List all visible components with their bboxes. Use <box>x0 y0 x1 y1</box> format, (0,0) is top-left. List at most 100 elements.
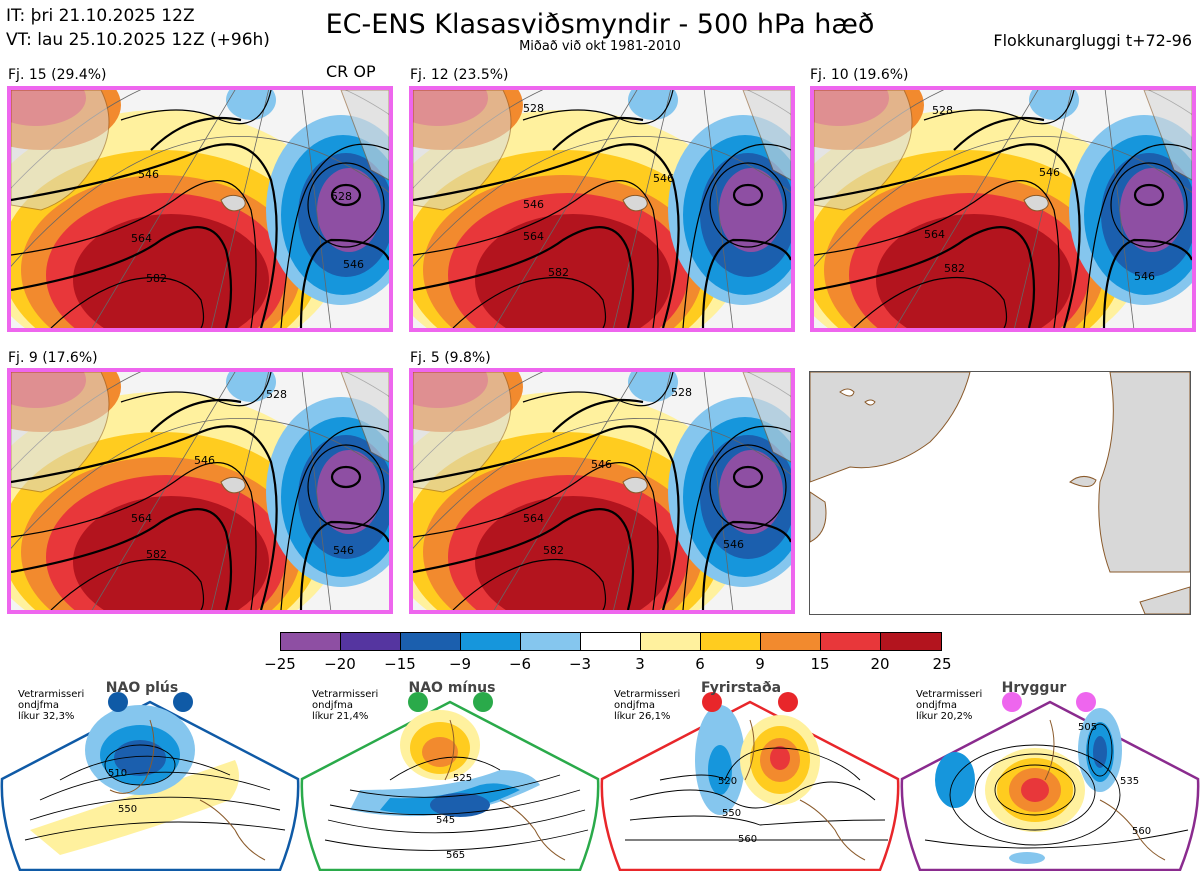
regime-months: ondjfma <box>312 700 353 711</box>
colorbar-swatch-2 <box>340 632 401 651</box>
colorbar-swatch-9 <box>760 632 821 651</box>
regime-blocking-map: 520 550 560 <box>600 700 900 872</box>
regime-contour-label: 565 <box>446 850 465 861</box>
contour-label-528: 528 <box>523 102 544 115</box>
colorbar-swatch-4 <box>460 632 521 651</box>
regime-blocking-info: Vetrarmisseri ondjfma líkur 26,1% <box>614 689 680 722</box>
colorbar-swatch-5 <box>520 632 581 651</box>
regime-probability: líkur 20,2% <box>916 711 973 722</box>
contour-label-564: 564 <box>924 228 945 241</box>
contour-label-546-east: 546 <box>1134 270 1155 283</box>
regime-blocking-title: Fyrirstaða <box>700 680 782 696</box>
regime-probability: líkur 32,3% <box>18 711 75 722</box>
contour-label-528: 528 <box>932 104 953 117</box>
regime-ridge-title: Hryggur <box>1001 680 1067 696</box>
regime-contour-label: 550 <box>722 808 741 819</box>
colorbar-swatch-10 <box>820 632 881 651</box>
colorbar-tick: −6 <box>508 655 532 673</box>
contour-label-546: 546 <box>138 168 159 181</box>
empty-map-graphic <box>810 372 1190 614</box>
colorbar-swatch-7 <box>640 632 701 651</box>
colorbar-tick: −9 <box>448 655 472 673</box>
contour-label-564: 564 <box>523 230 544 243</box>
regime-nao-plus-dots <box>108 692 193 712</box>
empty-cluster-map <box>809 371 1191 615</box>
regime-probability: líkur 26,1% <box>614 711 671 722</box>
regime-nao-minus-title: NAO mínus <box>408 680 496 696</box>
regime-months: ondjfma <box>916 700 957 711</box>
contour-label-546: 546 <box>591 458 612 471</box>
colorbar-swatch-11 <box>880 632 942 651</box>
regime-contour-label: 505 <box>1078 722 1097 733</box>
contour-label-546-east: 546 <box>333 544 354 557</box>
cluster-map-5-graphic: 528 546 564 582 546 <box>413 372 791 610</box>
contour-label-582: 582 <box>146 272 167 285</box>
panel-1-label: Fj. 15 (29.4%) <box>8 67 107 83</box>
regime-contour-label: 545 <box>436 815 455 826</box>
regime-contour-label: 520 <box>718 776 737 787</box>
regime-nao-minus: 525 545 565 <box>300 680 600 872</box>
regime-nao-plus-map: 510 550 <box>0 700 300 872</box>
vt-time-label: VT: lau 25.10.2025 12Z (+96h) <box>6 30 270 50</box>
panel-5-label: Fj. 5 (9.8%) <box>410 350 491 366</box>
cluster-map-3-graphic: 528 546 564 582 546 <box>814 90 1192 328</box>
regime-contour-label: 560 <box>1132 826 1151 837</box>
regime-season: Vetrarmisseri <box>614 689 681 700</box>
regime-ridge: 505 535 560 <box>900 680 1200 872</box>
regime-contour-label: 525 <box>453 773 472 784</box>
colorbar-tick: 20 <box>870 655 890 673</box>
colorbar-swatch-3 <box>400 632 461 651</box>
regime-months: ondjfma <box>614 700 655 711</box>
cluster-map-1-graphic: 546 564 582 528 546 <box>11 90 389 328</box>
page-title: EC-ENS Klasasviðsmyndir - 500 hPa hæð <box>325 9 875 40</box>
panel-1-tag: CR OP <box>326 62 376 81</box>
cluster-map-5: 528 546 564 582 546 <box>409 368 795 614</box>
regime-blocking: 520 550 560 <box>600 680 900 872</box>
colorbar-tick: −3 <box>568 655 592 673</box>
contour-label-546: 546 <box>194 454 215 467</box>
contour-label-546: 546 <box>523 198 544 211</box>
cluster-map-2: 528 546 564 582 546 <box>409 86 795 332</box>
contour-label-528: 528 <box>331 190 352 203</box>
contour-label-582: 582 <box>944 262 965 275</box>
it-time-label: IT: þri 21.10.2025 12Z <box>6 6 195 26</box>
regime-ridge-dots <box>1002 692 1096 712</box>
regime-nao-minus-info: Vetrarmisseri ondjfma líkur 21,4% <box>312 689 378 722</box>
contour-label-582: 582 <box>543 544 564 557</box>
classification-window-label: Flokkunargluggi t+72-96 <box>993 31 1192 50</box>
regime-nao-minus-dots <box>408 692 493 712</box>
panel-2-label: Fj. 12 (23.5%) <box>410 67 509 83</box>
colorbar-tick: 15 <box>810 655 830 673</box>
cluster-map-4-graphic: 528 546 564 582 546 <box>11 372 389 610</box>
colorbar-swatch-8 <box>700 632 761 651</box>
colorbar-tick: −20 <box>324 655 356 673</box>
regime-nao-plus: 510 550 <box>0 680 300 872</box>
contour-label-582: 582 <box>146 548 167 561</box>
page-subtitle: Miðað við okt 1981-2010 <box>519 39 681 54</box>
regime-nao-plus-title: NAO plús <box>105 680 179 696</box>
contour-label-528: 528 <box>266 388 287 401</box>
regime-ridge-info: Vetrarmisseri ondjfma líkur 20,2% <box>916 689 982 722</box>
regime-contour-label: 535 <box>1120 776 1139 787</box>
cluster-map-2-graphic: 528 546 564 582 546 <box>413 90 791 328</box>
cluster-map-3: 528 546 564 582 546 <box>810 86 1196 332</box>
contour-label-528: 528 <box>671 386 692 399</box>
regime-contour-label: 560 <box>738 834 757 845</box>
regime-season: Vetrarmisseri <box>312 689 379 700</box>
panel-4-label: Fj. 9 (17.6%) <box>8 350 98 366</box>
colorbar-swatch-6 <box>580 632 641 651</box>
regime-contour-label: 510 <box>108 768 127 779</box>
regime-contour-label: 550 <box>118 804 137 815</box>
contour-label-546-east: 546 <box>723 538 744 551</box>
regime-season: Vetrarmisseri <box>18 689 85 700</box>
contour-label-582: 582 <box>548 266 569 279</box>
contour-label-546-east: 546 <box>343 258 364 271</box>
colorbar-tick: 9 <box>755 655 765 673</box>
colorbar-tick: −25 <box>264 655 296 673</box>
regime-probability: líkur 21,4% <box>312 711 369 722</box>
regime-blocking-dots <box>702 692 798 712</box>
regime-season: Vetrarmisseri <box>916 689 983 700</box>
regime-months: ondjfma <box>18 700 59 711</box>
contour-label-564: 564 <box>131 232 152 245</box>
regime-nao-minus-map: 525 545 565 <box>300 700 600 872</box>
